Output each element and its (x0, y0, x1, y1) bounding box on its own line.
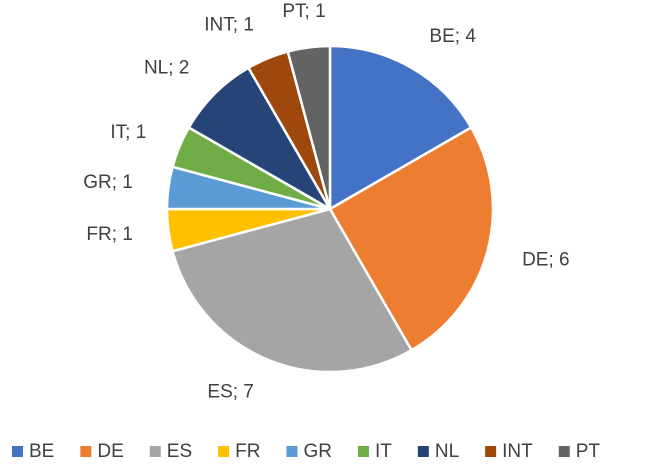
legend-swatch (558, 446, 570, 457)
legend-label: BE (29, 441, 54, 462)
legend-swatch (485, 446, 497, 457)
legend-label: FR (235, 441, 260, 462)
legend-label: NL (435, 441, 459, 462)
pie-slice (328, 44, 473, 212)
legend-swatch (149, 446, 161, 457)
pie-slice (187, 66, 334, 213)
legend-label: INT (502, 441, 533, 462)
data-label: INT; 1 (204, 14, 254, 35)
legend-label: PT (576, 441, 601, 462)
legend-label: ES (167, 441, 192, 462)
legend-label: DE (97, 441, 123, 462)
data-label: PT; 1 (282, 1, 325, 22)
legend-label: GR (303, 441, 332, 462)
data-label: FR; 1 (86, 224, 132, 245)
legend-swatch (357, 446, 369, 457)
pie-slice (171, 207, 414, 374)
data-label: GR; 1 (83, 172, 133, 193)
data-label: DE; 6 (522, 249, 570, 270)
pie-slice (328, 125, 495, 352)
legend-label: IT (375, 441, 392, 462)
data-label: BE; 4 (429, 26, 476, 47)
data-label: NL; 2 (144, 57, 189, 78)
legend-swatch (417, 446, 429, 457)
pie-slice (286, 44, 332, 210)
data-label: IT; 1 (110, 122, 146, 143)
legend-swatch (12, 446, 23, 457)
legend-swatch (218, 446, 230, 457)
legend-swatch (80, 446, 92, 457)
legend-swatch (286, 446, 298, 457)
data-label: ES; 7 (207, 382, 253, 403)
